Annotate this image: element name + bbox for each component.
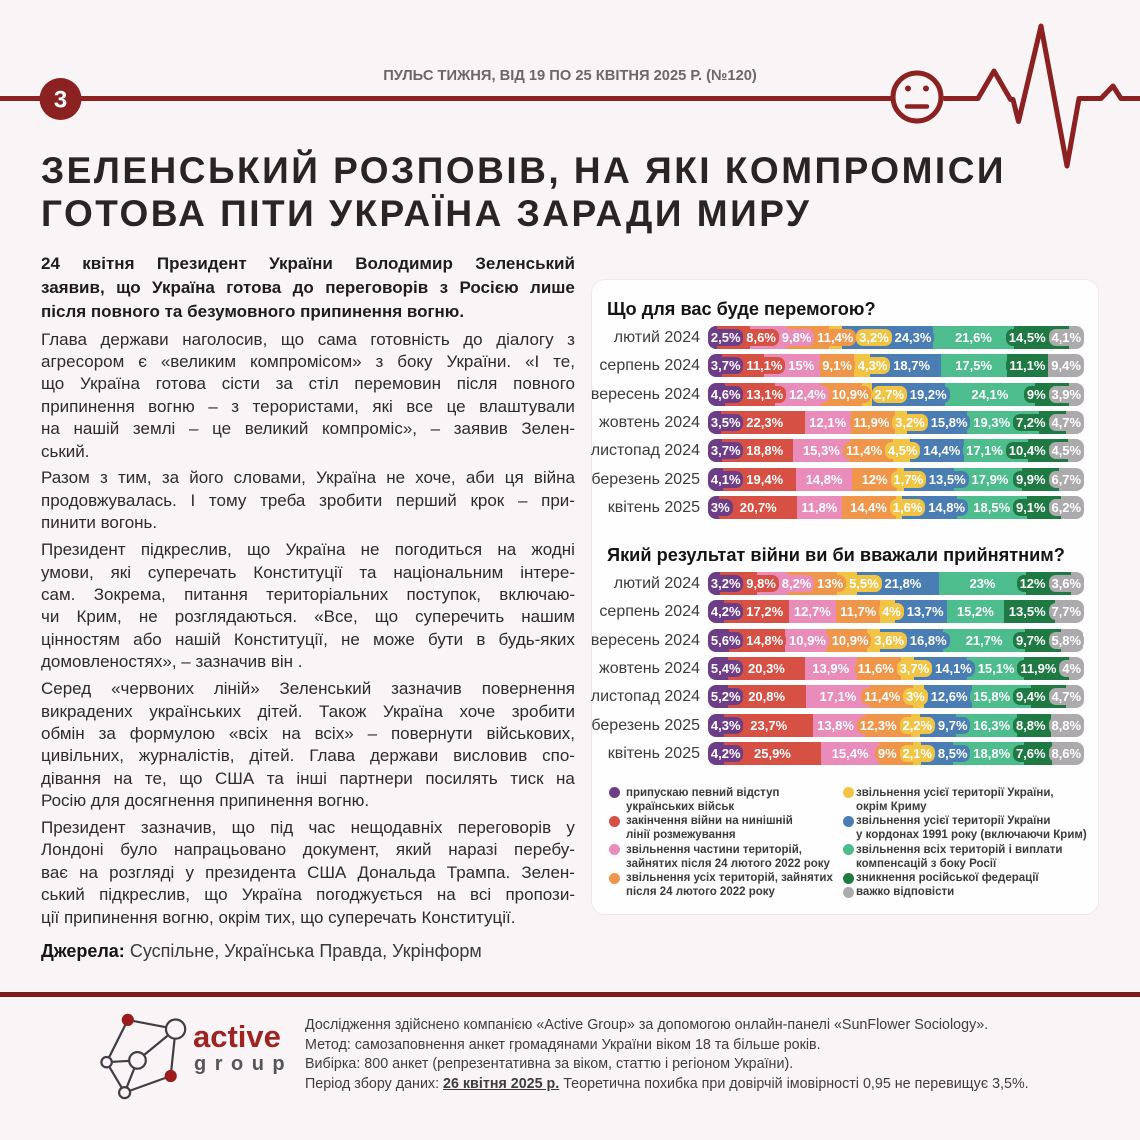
svg-text:3: 3: [54, 87, 67, 114]
